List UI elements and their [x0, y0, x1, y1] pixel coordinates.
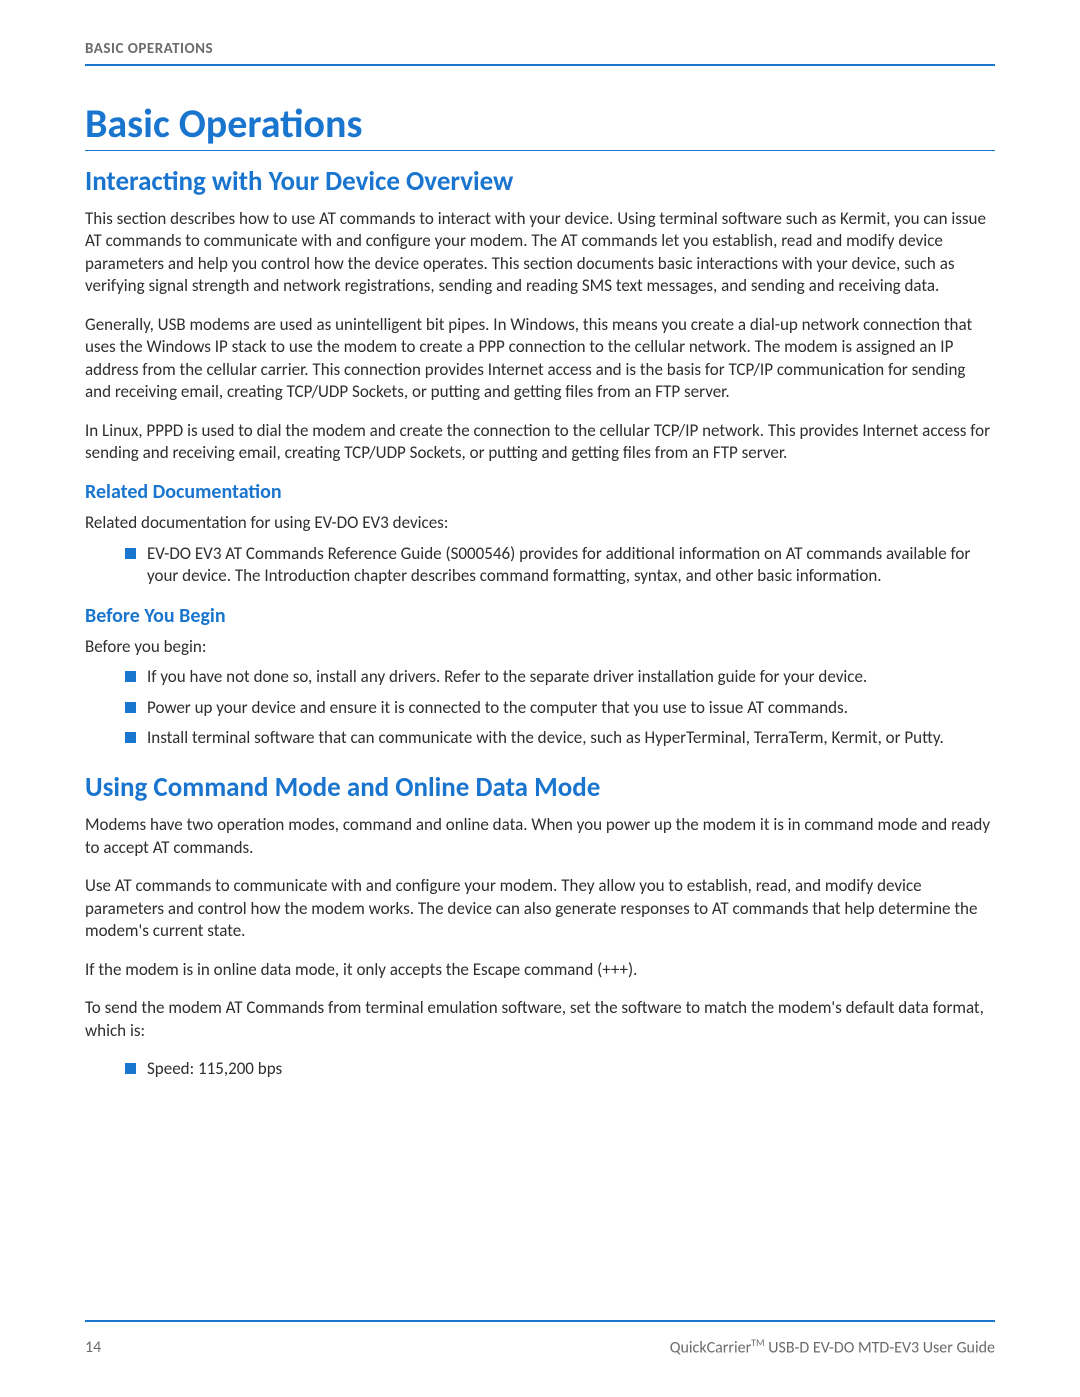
- section2-p2: Use AT commands to communicate with and …: [85, 875, 995, 942]
- section2-p4: To send the modem AT Commands from termi…: [85, 997, 995, 1042]
- running-header: BASIC OPERATIONS: [85, 40, 995, 64]
- page-footer: 14 QuickCarrierTM USB-D EV-DO MTD-EV3 Us…: [85, 1320, 995, 1357]
- product-suffix: USB-D EV-DO MTD-EV3 User Guide: [765, 1338, 995, 1357]
- product-prefix: QuickCarrier: [670, 1338, 751, 1357]
- section1-p2: Generally, USB modems are used as uninte…: [85, 314, 995, 404]
- doc-title: QuickCarrierTM USB-D EV-DO MTD-EV3 User …: [670, 1336, 995, 1357]
- footer-rule: [85, 1320, 995, 1322]
- format-list: Speed: 115,200 bps: [85, 1058, 995, 1080]
- list-item: EV-DO EV3 AT Commands Reference Guide (S…: [125, 543, 995, 588]
- before-intro: Before you begin:: [85, 636, 995, 658]
- subsection-before-title: Before You Begin: [85, 604, 995, 628]
- section2-p1: Modems have two operation modes, command…: [85, 814, 995, 859]
- section1-p3: In Linux, PPPD is used to dial the modem…: [85, 420, 995, 465]
- list-item: Speed: 115,200 bps: [125, 1058, 995, 1080]
- chapter-title: Basic Operations: [85, 102, 995, 146]
- header-rule: [85, 64, 995, 66]
- section-command-mode-title: Using Command Mode and Online Data Mode: [85, 771, 995, 804]
- section-interacting-title: Interacting with Your Device Overview: [85, 165, 995, 198]
- section1-p1: This section describes how to use AT com…: [85, 208, 995, 298]
- trademark-symbol: TM: [751, 1336, 764, 1349]
- related-intro: Related documentation for using EV-DO EV…: [85, 512, 995, 534]
- list-item: Install terminal software that can commu…: [125, 727, 995, 749]
- section2-p3: If the modem is in online data mode, it …: [85, 959, 995, 981]
- list-item: If you have not done so, install any dri…: [125, 666, 995, 688]
- related-list: EV-DO EV3 AT Commands Reference Guide (S…: [85, 543, 995, 588]
- subsection-related-title: Related Documentation: [85, 480, 995, 504]
- list-item: Power up your device and ensure it is co…: [125, 697, 995, 719]
- page-number: 14: [85, 1338, 101, 1357]
- chapter-rule: [85, 150, 995, 151]
- before-list: If you have not done so, install any dri…: [85, 666, 995, 749]
